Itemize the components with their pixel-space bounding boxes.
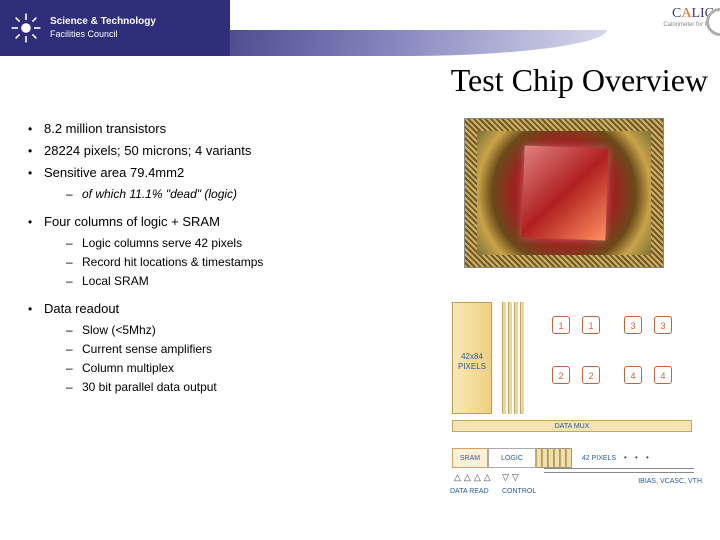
diag-col-number: 3 (624, 316, 642, 334)
sub-bullet-item: Slow (<5Mhz) (44, 322, 426, 339)
sub-bullet-text: Column multiplex (82, 361, 174, 375)
bullet-item: 28224 pixels; 50 microns; 4 variants (26, 142, 426, 160)
chip-die (521, 146, 608, 241)
diag-col-number: 2 (582, 366, 600, 384)
sub-bullet-text: Current sense amplifiers (82, 342, 212, 356)
slide-title: Test Chip Overview (451, 62, 708, 99)
diag-detail-row: SRAM LOGIC 42 PIXELS (452, 448, 620, 468)
chip-photo (464, 118, 664, 268)
org-line2: Facilities Council (50, 28, 156, 40)
diag-bus-line (544, 472, 694, 473)
sub-bullet-text: Slow (<5Mhz) (82, 323, 156, 337)
sub-bullet-text: Record hit locations & timestamps (82, 255, 263, 269)
bullet-item: Data readout Slow (<5Mhz) Current sense … (26, 300, 426, 396)
body-content: 8.2 million transistors 28224 pixels; 50… (26, 120, 426, 406)
diag-sram: SRAM (452, 448, 488, 468)
sub-bullet-text: of which 11.1% "dead" (logic) (82, 187, 237, 201)
sub-bullet-text: Local SRAM (82, 274, 149, 288)
diag-col-number: 4 (624, 366, 642, 384)
diag-ellipsis: • • • (624, 453, 652, 462)
diag-column (520, 302, 524, 414)
sub-bullet-text: 30 bit parallel data output (82, 380, 217, 394)
diag-column (502, 302, 506, 414)
bullet-text: 28224 pixels; 50 microns; 4 variants (44, 143, 251, 158)
org-line1: Science & Technology (50, 16, 156, 28)
diag-dataread-label: DATA READ (450, 488, 489, 495)
block-diagram: 42x84PIXELS 1 1 3 3 2 2 4 4 DATA MUX SRA… (424, 300, 702, 520)
diag-logic: LOGIC (488, 448, 536, 468)
diag-arrows-dataread: △△△△ (454, 472, 494, 483)
diag-bus-line (544, 468, 694, 469)
bullet-text: 8.2 million transistors (44, 121, 166, 136)
diag-col-number: 3 (654, 316, 672, 334)
org-logo-block: Science & Technology Facilities Council (0, 0, 230, 56)
sun-icon (10, 12, 42, 44)
diag-col-number: 2 (552, 366, 570, 384)
sub-bullet-item: Column multiplex (44, 360, 426, 377)
bullet-text: Four columns of logic + SRAM (44, 214, 220, 229)
sub-bullet-text: Logic columns serve 42 pixels (82, 236, 242, 250)
diag-arrows-control: ▽▽ (502, 472, 522, 483)
bullet-list: 8.2 million transistors 28224 pixels; 50… (26, 120, 426, 396)
diag-control-label: CONTROL (502, 488, 536, 495)
diag-column (508, 302, 512, 414)
diag-pixel-label: 42x84PIXELS (454, 352, 490, 372)
diag-col-number: 1 (552, 316, 570, 334)
diag-data-mux: DATA MUX (452, 420, 692, 432)
bullet-text: Data readout (44, 301, 119, 316)
bullet-item: Sensitive area 79.4mm2 of which 11.1% "d… (26, 164, 426, 203)
org-name: Science & Technology Facilities Council (50, 16, 156, 40)
bullet-item: 8.2 million transistors (26, 120, 426, 138)
diag-column (514, 302, 518, 414)
diag-42pixels-label: 42 PIXELS (572, 448, 620, 468)
slide-header: Science & Technology Facilities Council … (0, 0, 720, 56)
sub-bullet-item: Record hit locations & timestamps (44, 254, 426, 271)
sub-bullet-item: Current sense amplifiers (44, 341, 426, 358)
diag-col-number: 1 (582, 316, 600, 334)
bullet-item: Four columns of logic + SRAM Logic colum… (26, 213, 426, 290)
sub-bullet-item: Local SRAM (44, 273, 426, 290)
bullet-text: Sensitive area 79.4mm2 (44, 165, 184, 180)
diag-bus-label: IBIAS, VCASC, VTH (638, 478, 702, 485)
sub-bullet-item: 30 bit parallel data output (44, 379, 426, 396)
diag-col-number: 4 (654, 366, 672, 384)
sub-bullet-item: of which 11.1% "dead" (logic) (44, 186, 426, 203)
sub-bullet-item: Logic columns serve 42 pixels (44, 235, 426, 252)
header-swoosh (223, 30, 608, 56)
